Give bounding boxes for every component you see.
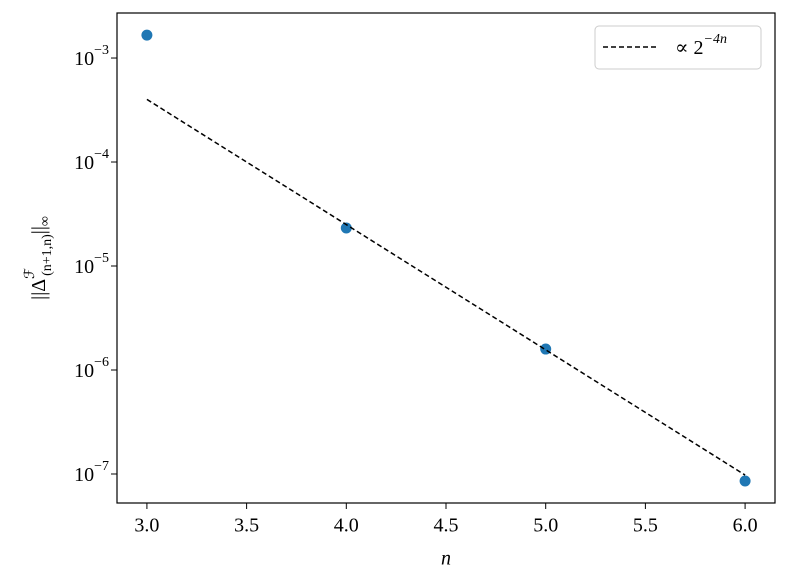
data-point <box>340 222 352 234</box>
x-tick-label: 6.0 <box>733 515 758 537</box>
x-tick-label: 4.5 <box>434 515 459 537</box>
data-point <box>141 29 153 41</box>
y-tick-label: 10−4 <box>74 147 109 173</box>
x-tick-label: 5.0 <box>533 515 558 537</box>
y-tick-label: 10−6 <box>74 355 109 381</box>
y-axis-label: ||Δℱ (n+1,n)||∞ <box>23 216 55 300</box>
x-tick-label: 5.5 <box>633 515 658 537</box>
plot-frame <box>116 12 776 504</box>
x-tick-label: 3.0 <box>134 515 159 537</box>
fit-line <box>146 98 746 476</box>
x-tick-label: 3.5 <box>234 515 259 537</box>
x-tick-label: 4.0 <box>334 515 359 537</box>
data-point <box>739 475 751 487</box>
y-tick-label: 10−7 <box>74 459 109 485</box>
legend-box <box>594 25 762 70</box>
x-axis-label: n <box>441 548 451 570</box>
legend-label: ∝ 2−4n <box>675 32 727 58</box>
y-tick-label: 10−3 <box>74 43 109 69</box>
y-tick-label: 10−5 <box>74 251 109 277</box>
